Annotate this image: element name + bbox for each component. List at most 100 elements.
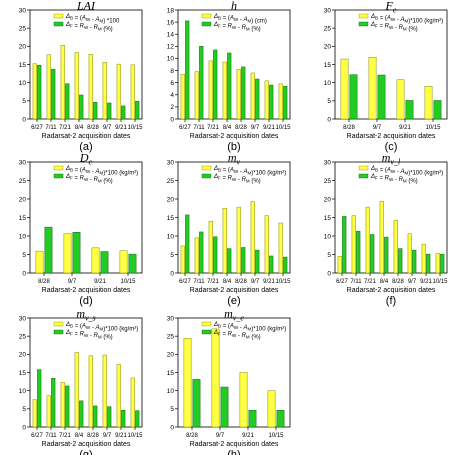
plot-frame — [177, 9, 291, 120]
y-tick-label: 20 — [19, 196, 27, 203]
x-axis-label: Radarsat-2 acquisition dates — [42, 287, 131, 294]
y-tick-label: 15 — [19, 370, 27, 377]
bar-delta-b — [421, 243, 426, 274]
y-tick-label: 16 — [167, 19, 175, 26]
chart-panel-7: 0 5 10 15 20 25 30 6/27 7/11 7/21 8/4 8/28 9/7 9/21 10… — [19, 307, 143, 455]
x-tick-label: 7/11 — [45, 125, 57, 131]
x-tick-label: 8/4 — [223, 125, 232, 131]
x-axis-label: Radarsat-2 acquisition dates — [190, 287, 279, 294]
bar-delta-b — [222, 208, 227, 274]
legend-label-delta-f: ΔF = RW - RM (%) — [370, 174, 418, 185]
x-axis-label: Radarsat-2 acquisition dates — [347, 287, 436, 294]
x-tick-label: 10/15 — [268, 433, 284, 439]
panel-letter: (d) — [79, 295, 92, 307]
panel-title: LAI — [76, 0, 96, 13]
legend-label-delta-f: ΔF = RW - RM (%) — [213, 330, 261, 341]
bar-delta-f — [79, 94, 84, 120]
y-tick-label: 0 — [22, 116, 26, 123]
x-tick-label: 9/21 — [399, 125, 411, 131]
y-tick-label: 0 — [170, 424, 174, 431]
y-tick-label: 30 — [19, 315, 27, 322]
x-tick-label: 8/28 — [87, 433, 99, 439]
bar-delta-f — [107, 102, 112, 120]
panel-title: Fe — [385, 0, 397, 15]
legend-label-delta-b: ΔB = (AW - AM)*100 (kg/m²) — [65, 322, 138, 333]
legend-swatch-delta-b — [201, 321, 212, 327]
bar-delta-f — [107, 406, 112, 428]
x-tick-label: 7/11 — [350, 279, 362, 285]
x-axis-label: Radarsat-2 acquisition dates — [190, 441, 279, 448]
x-tick-label: 9/21 — [242, 433, 254, 439]
y-tick-label: 2 — [170, 104, 174, 111]
x-tick-label: 9/21 — [263, 125, 275, 131]
bar-delta-b — [264, 215, 269, 274]
y-tick-label: 15 — [19, 215, 27, 222]
legend-label-delta-f: ΔF = RW - RM (%) — [65, 330, 113, 341]
bar-delta-f — [220, 386, 229, 428]
bar-delta-b — [180, 245, 185, 274]
y-tick-label: 0 — [170, 270, 174, 277]
x-tick-label: 10/15 — [425, 125, 441, 131]
x-tick-label: 9/7 — [68, 279, 77, 285]
panel-title: mv_s — [76, 307, 95, 323]
bar-delta-f — [121, 410, 126, 428]
bar-delta-b — [102, 354, 107, 428]
bar-delta-b — [88, 355, 93, 428]
panel-letter: (h) — [227, 449, 240, 455]
bar-delta-f — [44, 226, 53, 274]
bar-delta-f — [51, 378, 56, 428]
bar-delta-f — [227, 52, 232, 120]
bar-delta-b — [365, 206, 370, 274]
legend-label-delta-f: ΔF = RW - RM (%) — [65, 22, 113, 33]
y-tick-label: 5 — [22, 406, 26, 413]
y-tick-label: 15 — [324, 62, 332, 69]
x-tick-label: 8/28 — [235, 125, 247, 131]
x-tick-label: 8/4 — [380, 279, 389, 285]
x-axis-label: Radarsat-2 acquisition dates — [190, 133, 279, 140]
y-tick-label: 15 — [167, 215, 175, 222]
legend-label-delta-b: ΔB = (AW - AM)*100 (kg/m²) — [213, 166, 286, 177]
x-tick-label: 9/7 — [251, 279, 260, 285]
x-tick-label: 9/21 — [420, 279, 432, 285]
panel-title: mv_l — [382, 151, 401, 167]
x-tick-label: 8/4 — [75, 433, 84, 439]
x-tick-label: 7/21 — [207, 125, 219, 131]
bar-delta-b — [46, 395, 51, 428]
y-tick-label: 30 — [324, 159, 332, 166]
x-tick-label: 7/21 — [207, 279, 219, 285]
bar-delta-b — [88, 54, 93, 120]
bar-delta-b — [32, 399, 37, 428]
y-tick-label: 12 — [167, 44, 175, 51]
bar-delta-f — [276, 410, 285, 428]
legend-label-delta-f: ΔF = RW - RM (%) — [370, 22, 418, 33]
bar-delta-f — [370, 234, 375, 274]
chart-panel-5: 0 5 10 15 20 25 30 6/27 7/11 7/21 8/4 8/28 9/7 9/21 10… — [167, 151, 291, 308]
y-tick-label: 25 — [324, 25, 332, 32]
bar-delta-b — [222, 61, 227, 120]
y-tick-label: 20 — [324, 44, 332, 51]
bar-delta-f — [241, 66, 246, 120]
bar-delta-b — [194, 237, 199, 274]
bar-delta-f — [135, 100, 140, 120]
legend-swatch-delta-b — [358, 13, 369, 19]
bar-delta-f — [213, 49, 218, 120]
bar-delta-f — [192, 379, 201, 428]
bar-delta-f — [269, 255, 274, 274]
y-tick-label: 0 — [327, 116, 331, 123]
bar-delta-b — [119, 250, 128, 274]
y-tick-label: 15 — [19, 62, 27, 69]
x-tick-label: 10/15 — [127, 433, 143, 439]
legend-label-delta-b: ΔB = (AW - AM) *100 — [65, 14, 120, 25]
bar-delta-f — [37, 369, 42, 428]
x-tick-label: 10/15 — [275, 279, 291, 285]
y-tick-label: 5 — [170, 252, 174, 259]
x-tick-label: 9/7 — [251, 125, 260, 131]
y-tick-label: 25 — [19, 178, 27, 185]
bar-delta-b — [60, 44, 65, 120]
x-tick-label: 8/28 — [38, 279, 50, 285]
y-tick-label: 25 — [167, 333, 175, 340]
bar-delta-f — [412, 249, 417, 274]
bar-delta-b — [340, 58, 349, 120]
bar-delta-b — [91, 247, 100, 274]
